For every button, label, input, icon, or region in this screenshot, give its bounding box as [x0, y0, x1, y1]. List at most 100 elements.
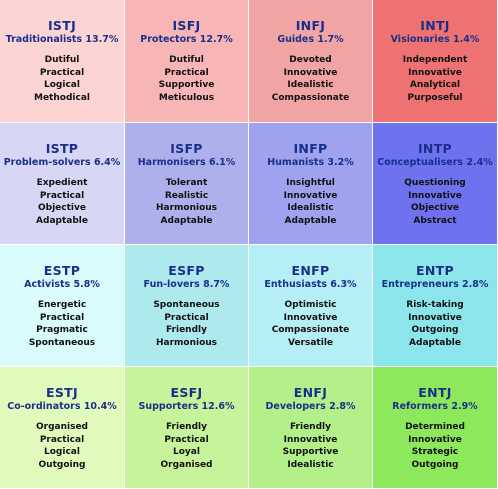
trait-item: Independent [373, 54, 497, 67]
type-code: ESFJ [125, 385, 248, 400]
trait-item: Logical [0, 79, 124, 92]
type-group-label: Fun-lovers 8.7% [125, 278, 248, 291]
trait-item: Practical [125, 67, 248, 80]
type-group-label: Conceptualisers 2.4% [373, 156, 497, 169]
trait-item: Outgoing [0, 459, 124, 472]
type-group-label: Visionaries 1.4% [373, 33, 497, 46]
trait-item: Compassionate [249, 324, 372, 337]
trait-item: Logical [0, 446, 124, 459]
type-cell-infp: INFP Humanists 3.2% Insightful Innovative Id… [249, 123, 373, 245]
trait-item: Practical [125, 434, 248, 447]
type-cell-enfj: ENFJ Developers 2.8% Friendly Innovative Sup… [249, 367, 373, 489]
trait-item: Innovative [373, 434, 497, 447]
type-code: ISFP [125, 141, 248, 156]
trait-item: Supportive [125, 79, 248, 92]
type-cell-intj: INTJ Visionaries 1.4% Independent Innovativ… [373, 0, 498, 123]
type-code: ENFP [249, 263, 372, 278]
type-cell-esfj: ESFJ Supporters 12.6% Friendly Practical Loy… [125, 367, 249, 489]
type-cell-enfp: ENFP Enthusiasts 6.3% Optimistic Innovative… [249, 245, 373, 367]
trait-list: Insightful Innovative Idealistic Adaptable [249, 177, 372, 227]
type-cell-estj: ESTJ Co-ordinators 10.4% Organised Practica… [0, 367, 125, 489]
trait-item: Practical [0, 190, 124, 203]
trait-item: Innovative [249, 434, 372, 447]
trait-item: Innovative [373, 312, 497, 325]
type-code: INTP [373, 141, 497, 156]
trait-list: Expedient Practical Objective Adaptable [0, 177, 124, 227]
trait-item: Methodical [0, 92, 124, 105]
type-cell-entp: ENTP Entrepreneurs 2.8% Risk-taking Innovat… [373, 245, 498, 367]
type-cell-istj: ISTJ Traditionalists 13.7% Dutiful Practica… [0, 0, 125, 123]
type-cell-intp: INTP Conceptualisers 2.4% Questioning Innov… [373, 123, 498, 245]
trait-item: Versatile [249, 337, 372, 350]
trait-item: Adaptable [0, 215, 124, 228]
type-cell-esfp: ESFP Fun-lovers 8.7% Spontaneous Practical F… [125, 245, 249, 367]
type-cell-istp: ISTP Problem-solvers 6.4% Expedient Practic… [0, 123, 125, 245]
trait-item: Expedient [0, 177, 124, 190]
type-group-label: Enthusiasts 6.3% [249, 278, 372, 291]
trait-item: Innovative [249, 312, 372, 325]
trait-item: Organised [0, 421, 124, 434]
trait-item: Idealistic [249, 79, 372, 92]
trait-list: Devoted Innovative Idealistic Compassionate [249, 54, 372, 104]
trait-item: Spontaneous [0, 337, 124, 350]
trait-item: Dutiful [0, 54, 124, 67]
type-code: ESTJ [0, 385, 124, 400]
type-code: INFP [249, 141, 372, 156]
trait-item: Abstract [373, 215, 497, 228]
trait-item: Harmonious [125, 337, 248, 350]
trait-item: Practical [0, 67, 124, 80]
trait-item: Adaptable [125, 215, 248, 228]
type-cell-infj: INFJ Guides 1.7% Devoted Innovative Idealist… [249, 0, 373, 123]
trait-item: Supportive [249, 446, 372, 459]
trait-item: Analytical [373, 79, 497, 92]
trait-item: Practical [0, 434, 124, 447]
trait-list: Dutiful Practical Supportive Meticulous [125, 54, 248, 104]
type-code: INTJ [373, 18, 497, 33]
trait-item: Tolerant [125, 177, 248, 190]
type-group-label: Activists 5.8% [0, 278, 124, 291]
type-cell-isfj: ISFJ Protectors 12.7% Dutiful Practical Supp… [125, 0, 249, 123]
trait-item: Outgoing [373, 324, 497, 337]
trait-list: Independent Innovative Analytical Purposefu… [373, 54, 497, 104]
type-cell-isfp: ISFP Harmonisers 6.1% Tolerant Realistic Har… [125, 123, 249, 245]
trait-item: Idealistic [249, 459, 372, 472]
type-code: ISTJ [0, 18, 124, 33]
trait-item: Devoted [249, 54, 372, 67]
trait-item: Innovative [373, 190, 497, 203]
type-group-label: Developers 2.8% [249, 400, 372, 413]
type-group-label: Protectors 12.7% [125, 33, 248, 46]
trait-item: Organised [125, 459, 248, 472]
trait-item: Adaptable [249, 215, 372, 228]
trait-item: Questioning [373, 177, 497, 190]
trait-item: Idealistic [249, 202, 372, 215]
type-code: ENFJ [249, 385, 372, 400]
trait-item: Objective [373, 202, 497, 215]
type-code: ESTP [0, 263, 124, 278]
trait-item: Pragmatic [0, 324, 124, 337]
trait-list: Energetic Practical Pragmatic Spontaneous [0, 299, 124, 349]
trait-item: Harmonious [125, 202, 248, 215]
trait-list: Spontaneous Practical Friendly Harmonious [125, 299, 248, 349]
trait-item: Compassionate [249, 92, 372, 105]
trait-item: Spontaneous [125, 299, 248, 312]
trait-list: Determined Innovative Strategic Outgoing [373, 421, 497, 471]
trait-list: Tolerant Realistic Harmonious Adaptable [125, 177, 248, 227]
trait-item: Innovative [249, 190, 372, 203]
trait-list: Friendly Practical Loyal Organised [125, 421, 248, 471]
trait-item: Practical [125, 312, 248, 325]
trait-item: Meticulous [125, 92, 248, 105]
type-group-label: Guides 1.7% [249, 33, 372, 46]
type-code: ENTJ [373, 385, 497, 400]
trait-item: Adaptable [373, 337, 497, 350]
trait-item: Innovative [249, 67, 372, 80]
trait-item: Optimistic [249, 299, 372, 312]
trait-item: Friendly [125, 324, 248, 337]
trait-list: Questioning Innovative Objective Abstract [373, 177, 497, 227]
type-code: ISTP [0, 141, 124, 156]
trait-item: Purposeful [373, 92, 497, 105]
trait-item: Loyal [125, 446, 248, 459]
trait-item: Friendly [125, 421, 248, 434]
type-group-label: Reformers 2.9% [373, 400, 497, 413]
type-group-label: Problem-solvers 6.4% [0, 156, 124, 169]
